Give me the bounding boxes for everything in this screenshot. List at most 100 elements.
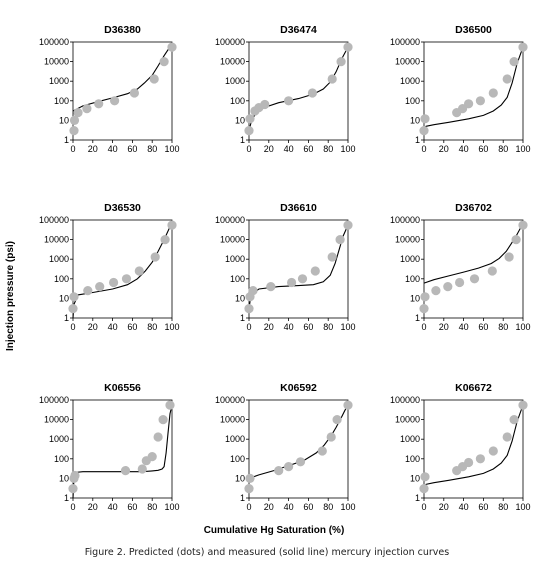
y-tick-label: 1 [240, 135, 245, 145]
predicted-point [518, 220, 528, 230]
x-tick-label: 100 [164, 502, 179, 512]
y-tick-label: 100000 [390, 395, 420, 405]
predicted-point [420, 472, 430, 482]
predicted-point [82, 104, 92, 114]
x-tick-label: 40 [459, 322, 469, 332]
predicted-point [137, 464, 147, 474]
x-tick-label: 0 [246, 502, 251, 512]
predicted-point [518, 42, 528, 52]
x-tick-label: 80 [498, 144, 508, 154]
predicted-point [248, 286, 258, 296]
y-tick-label: 100000 [390, 37, 420, 47]
x-tick-label: 80 [147, 502, 157, 512]
y-tick-label: 1000 [49, 434, 69, 444]
y-tick-label: 10 [59, 473, 69, 483]
chart-panel: D36530 1 10 100 1000 10000 100000 0 20 40 60 80 100 [39, 202, 180, 332]
x-tick-label: 100 [164, 322, 179, 332]
x-tick-label: 80 [147, 144, 157, 154]
measured-curve [72, 224, 173, 319]
x-tick-label: 80 [323, 322, 333, 332]
predicted-point [443, 282, 453, 292]
predicted-point [260, 99, 270, 110]
chart-panel: K06592 1 10 100 1000 10000 100000 0 20 40 60 80 100 [215, 382, 356, 512]
predicted-point [317, 446, 327, 456]
predicted-point [469, 274, 480, 284]
x-tick-label: 100 [340, 502, 355, 512]
predicted-point [518, 400, 528, 410]
y-tick-label: 100 [405, 454, 420, 464]
panel-title: D36530 [104, 202, 141, 214]
y-tick-label: 1 [240, 493, 245, 503]
x-tick-label: 100 [515, 502, 530, 512]
predicted-point [167, 42, 177, 52]
predicted-point [159, 57, 169, 67]
y-tick-label: 100 [230, 454, 245, 464]
x-tick-label: 0 [70, 322, 75, 332]
y-tick-label: 100000 [39, 37, 69, 47]
plot-frame [248, 399, 349, 499]
plot-frame [72, 399, 173, 499]
x-tick-label: 0 [246, 144, 251, 154]
x-tick-label: 20 [439, 322, 449, 332]
y-tick-label: 10 [410, 293, 420, 303]
x-tick-label: 100 [515, 322, 530, 332]
panel-title: K06592 [280, 382, 317, 394]
predicted-point [464, 99, 474, 109]
predicted-point [110, 96, 120, 106]
predicted-point [165, 400, 175, 410]
predicted-point [295, 457, 306, 467]
x-tick-label: 60 [127, 144, 137, 154]
predicted-point [83, 286, 93, 296]
predicted-point [70, 470, 80, 481]
predicted-point [336, 57, 346, 67]
figure-caption: Figure 2. Predicted (dots) and measured … [84, 547, 450, 558]
predicted-point [274, 466, 284, 476]
plot-frame [423, 219, 524, 319]
x-tick-label: 40 [284, 322, 294, 332]
x-tick-label: 40 [459, 144, 469, 154]
predicted-point [95, 282, 105, 292]
x-tick-label: 0 [421, 322, 426, 332]
measured-curve [248, 46, 349, 131]
chart-panel: D36500 1 10 100 1000 10000 100000 0 20 40 60 80 100 [390, 24, 531, 154]
x-tick-label: 60 [303, 502, 313, 512]
x-tick-label: 40 [108, 144, 118, 154]
x-tick-label: 60 [478, 502, 488, 512]
y-tick-label: 10000 [220, 57, 245, 67]
y-tick-label: 1 [415, 493, 420, 503]
measured-curve [423, 46, 524, 129]
y-tick-label: 1 [64, 493, 69, 503]
x-tick-label: 0 [70, 502, 75, 512]
predicted-point [68, 304, 78, 314]
x-tick-label: 80 [498, 502, 508, 512]
panel-title: D36474 [280, 24, 317, 36]
predicted-point [245, 473, 255, 483]
plot-frame [248, 41, 349, 141]
chart-panel: D36610 1 10 100 1000 10000 100000 0 20 40 60 80 100 [215, 202, 356, 332]
y-tick-label: 1 [240, 313, 245, 323]
predicted-point [94, 99, 104, 109]
y-tick-label: 10000 [395, 57, 420, 67]
predicted-point [287, 277, 297, 288]
predicted-point [73, 108, 83, 118]
predicted-point [475, 96, 485, 106]
x-tick-label: 0 [421, 502, 426, 512]
y-tick-label: 10000 [395, 415, 420, 425]
y-tick-label: 100000 [390, 215, 420, 225]
measured-curve [248, 404, 349, 479]
x-tick-label: 20 [88, 144, 98, 154]
y-tick-label: 1000 [400, 254, 420, 264]
chart-panel: D36380 1 10 100 1000 10000 100000 0 20 40 60 80 100 [39, 24, 180, 154]
x-tick-label: 20 [88, 322, 98, 332]
predicted-point [69, 115, 80, 125]
x-tick-label: 0 [421, 144, 426, 154]
panel-title: D36702 [455, 202, 492, 214]
y-tick-label: 10 [235, 115, 245, 125]
predicted-point [121, 274, 132, 284]
predicted-point [464, 457, 474, 468]
x-tick-label: 60 [303, 322, 313, 332]
x-tick-label: 20 [264, 144, 274, 154]
predicted-point [244, 304, 254, 314]
predicted-point [502, 432, 512, 442]
plot-frame [72, 219, 173, 319]
